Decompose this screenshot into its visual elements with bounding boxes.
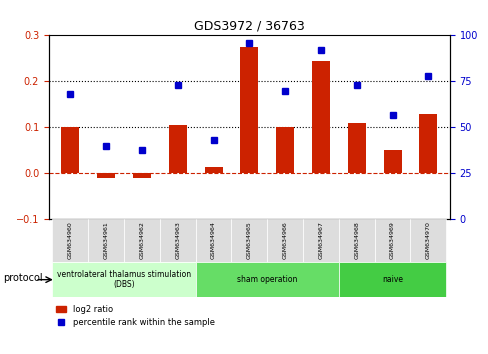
Text: ventrolateral thalamus stimulation
(DBS): ventrolateral thalamus stimulation (DBS): [57, 270, 191, 289]
Bar: [311, 61, 329, 173]
Text: GSM634961: GSM634961: [103, 222, 108, 259]
Bar: [276, 127, 294, 173]
FancyBboxPatch shape: [52, 219, 88, 262]
Bar: [168, 125, 186, 173]
Text: GSM634969: GSM634969: [389, 222, 394, 259]
FancyBboxPatch shape: [338, 262, 446, 297]
Text: naive: naive: [381, 275, 402, 284]
FancyBboxPatch shape: [303, 219, 338, 262]
Bar: [347, 123, 365, 173]
Text: GSM634960: GSM634960: [68, 222, 73, 259]
Text: GSM634968: GSM634968: [354, 222, 359, 259]
Text: sham operation: sham operation: [237, 275, 297, 284]
Text: GSM634966: GSM634966: [282, 222, 287, 259]
Bar: [133, 173, 151, 178]
Text: GSM634963: GSM634963: [175, 222, 180, 259]
Text: GSM634967: GSM634967: [318, 222, 323, 259]
FancyBboxPatch shape: [160, 219, 195, 262]
FancyBboxPatch shape: [124, 219, 160, 262]
FancyBboxPatch shape: [267, 219, 303, 262]
Title: GDS3972 / 36763: GDS3972 / 36763: [194, 20, 304, 33]
Bar: [204, 166, 222, 173]
Text: GSM634964: GSM634964: [211, 222, 216, 259]
FancyBboxPatch shape: [374, 219, 409, 262]
Bar: [61, 127, 79, 173]
Text: GSM634962: GSM634962: [139, 222, 144, 259]
FancyBboxPatch shape: [195, 262, 338, 297]
FancyBboxPatch shape: [88, 219, 124, 262]
FancyBboxPatch shape: [409, 219, 446, 262]
Legend: log2 ratio, percentile rank within the sample: log2 ratio, percentile rank within the s…: [53, 302, 218, 330]
Text: GSM634970: GSM634970: [425, 222, 430, 259]
Text: GSM634965: GSM634965: [246, 222, 251, 259]
FancyBboxPatch shape: [52, 262, 195, 297]
Bar: [419, 114, 436, 173]
FancyBboxPatch shape: [195, 219, 231, 262]
Bar: [383, 150, 401, 173]
Bar: [240, 47, 258, 173]
FancyBboxPatch shape: [231, 219, 267, 262]
Bar: [97, 173, 115, 178]
FancyBboxPatch shape: [338, 219, 374, 262]
Text: protocol: protocol: [3, 273, 42, 283]
